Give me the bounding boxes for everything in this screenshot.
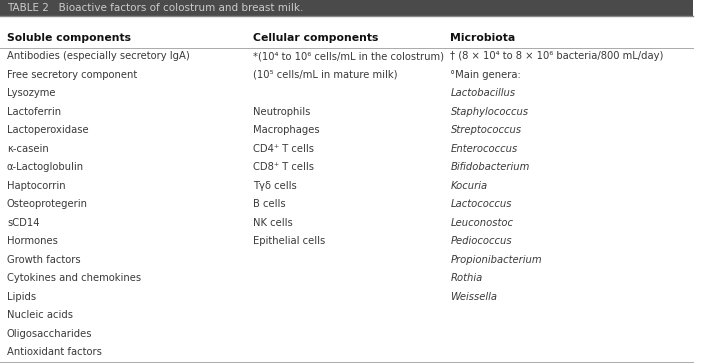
Text: (10⁵ cells/mL in mature milk): (10⁵ cells/mL in mature milk)	[253, 70, 397, 80]
Text: Pediococcus: Pediococcus	[451, 236, 512, 246]
Text: Bifidobacterium: Bifidobacterium	[451, 162, 530, 172]
Text: Free secretory component: Free secretory component	[7, 70, 137, 80]
Text: Hormones: Hormones	[7, 236, 58, 246]
Text: Oligosaccharides: Oligosaccharides	[7, 329, 93, 339]
Text: sCD14: sCD14	[7, 218, 39, 228]
Text: Lactoferrin: Lactoferrin	[7, 107, 61, 117]
Text: Neutrophils: Neutrophils	[253, 107, 310, 117]
Text: Lactococcus: Lactococcus	[451, 199, 512, 209]
Text: α-Lactoglobulin: α-Lactoglobulin	[7, 162, 84, 172]
Text: Staphylococcus: Staphylococcus	[451, 107, 528, 117]
Text: B cells: B cells	[253, 199, 286, 209]
Text: CD8⁺ T cells: CD8⁺ T cells	[253, 162, 314, 172]
Text: Tγδ cells: Tγδ cells	[253, 181, 297, 191]
Text: Enterococcus: Enterococcus	[451, 144, 518, 154]
Text: Lactoperoxidase: Lactoperoxidase	[7, 125, 88, 135]
Text: Propionibacterium: Propionibacterium	[451, 255, 542, 265]
Text: Cytokines and chemokines: Cytokines and chemokines	[7, 273, 141, 284]
Text: Lipids: Lipids	[7, 292, 36, 302]
Text: Lysozyme: Lysozyme	[7, 88, 56, 98]
Text: Rothia: Rothia	[451, 273, 483, 284]
Text: TABLE 2   Bioactive factors of colostrum and breast milk.: TABLE 2 Bioactive factors of colostrum a…	[7, 3, 303, 13]
Text: Macrophages: Macrophages	[253, 125, 319, 135]
Text: Streptococcus: Streptococcus	[451, 125, 522, 135]
Text: Kocuria: Kocuria	[451, 181, 488, 191]
Text: NK cells: NK cells	[253, 218, 293, 228]
Text: Osteoprotegerin: Osteoprotegerin	[7, 199, 88, 209]
Text: Growth factors: Growth factors	[7, 255, 81, 265]
Text: *(10⁴ to 10⁶ cells/mL in the colostrum): *(10⁴ to 10⁶ cells/mL in the colostrum)	[253, 51, 444, 61]
Text: † (8 × 10⁴ to 8 × 10⁶ bacteria/800 mL/day): † (8 × 10⁴ to 8 × 10⁶ bacteria/800 mL/da…	[451, 51, 664, 61]
Text: Lactobacillus: Lactobacillus	[451, 88, 515, 98]
Text: Antioxidant factors: Antioxidant factors	[7, 347, 102, 358]
Text: Haptocorrin: Haptocorrin	[7, 181, 66, 191]
Text: Cellular components: Cellular components	[253, 33, 379, 43]
Bar	[0, 0, 693, 16]
Text: Soluble components: Soluble components	[7, 33, 131, 43]
Text: Nucleic acids: Nucleic acids	[7, 310, 73, 321]
Text: Weissella: Weissella	[451, 292, 498, 302]
Text: °Main genera:: °Main genera:	[451, 70, 521, 80]
Text: κ-casein: κ-casein	[7, 144, 48, 154]
Text: CD4⁺ T cells: CD4⁺ T cells	[253, 144, 314, 154]
Text: Leuconostoc: Leuconostoc	[451, 218, 513, 228]
Text: Microbiota: Microbiota	[451, 33, 515, 43]
Text: Epithelial cells: Epithelial cells	[253, 236, 325, 246]
Text: Antibodies (especially secretory IgA): Antibodies (especially secretory IgA)	[7, 51, 190, 61]
